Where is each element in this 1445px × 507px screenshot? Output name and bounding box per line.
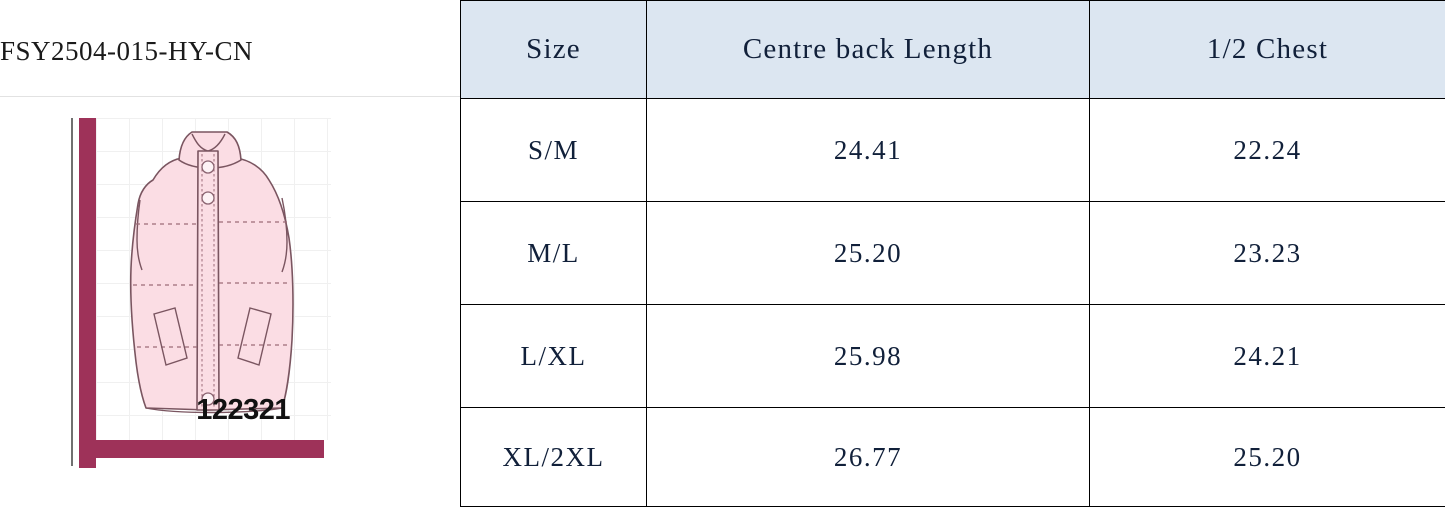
cell-length: 25.98	[647, 305, 1090, 408]
cell-length: 25.20	[647, 202, 1090, 305]
frame-left-bar	[79, 118, 96, 468]
cell-length: 26.77	[647, 408, 1090, 507]
table-row: XL/2XL 26.77 25.20	[461, 408, 1445, 507]
product-illustration: .bodyfill { fill:#FBDDE4; stroke:#7a5560…	[60, 108, 460, 478]
style-number-label: 122321	[160, 394, 290, 427]
table-row: S/M 24.41 22.24	[461, 99, 1445, 202]
table-row: L/XL 25.98 24.21	[461, 305, 1445, 408]
cell-size: XL/2XL	[461, 408, 647, 507]
cell-length: 24.41	[647, 99, 1090, 202]
column-header-length: Centre back Length	[647, 1, 1090, 99]
ruler-guide-line	[71, 118, 73, 466]
cell-chest: 23.23	[1090, 202, 1445, 305]
cell-chest: 25.20	[1090, 408, 1445, 507]
cell-chest: 22.24	[1090, 99, 1445, 202]
cell-size: L/XL	[461, 305, 647, 408]
cell-size: M/L	[461, 202, 647, 305]
product-panel: FSY2504-015-HY-CN .bodyfill { fill:#FBDD…	[0, 0, 460, 496]
size-measurement-table: Size Centre back Length 1/2 Chest S/M 24…	[460, 0, 1445, 507]
size-chart-page: FSY2504-015-HY-CN .bodyfill { fill:#FBDD…	[0, 0, 1445, 496]
cell-chest: 24.21	[1090, 305, 1445, 408]
product-code-label: FSY2504-015-HY-CN	[0, 28, 440, 74]
sketch-canvas: .bodyfill { fill:#FBDDE4; stroke:#7a5560…	[96, 118, 331, 440]
panel-divider	[0, 96, 460, 97]
table-header-row: Size Centre back Length 1/2 Chest	[461, 1, 1445, 99]
puffer-vest-flat-sketch: .bodyfill { fill:#FBDDE4; stroke:#7a5560…	[96, 118, 331, 440]
table-row: M/L 25.20 23.23	[461, 202, 1445, 305]
column-header-size: Size	[461, 1, 647, 99]
cell-size: S/M	[461, 99, 647, 202]
column-header-chest: 1/2 Chest	[1090, 1, 1445, 99]
frame-bottom-bar	[79, 440, 324, 458]
